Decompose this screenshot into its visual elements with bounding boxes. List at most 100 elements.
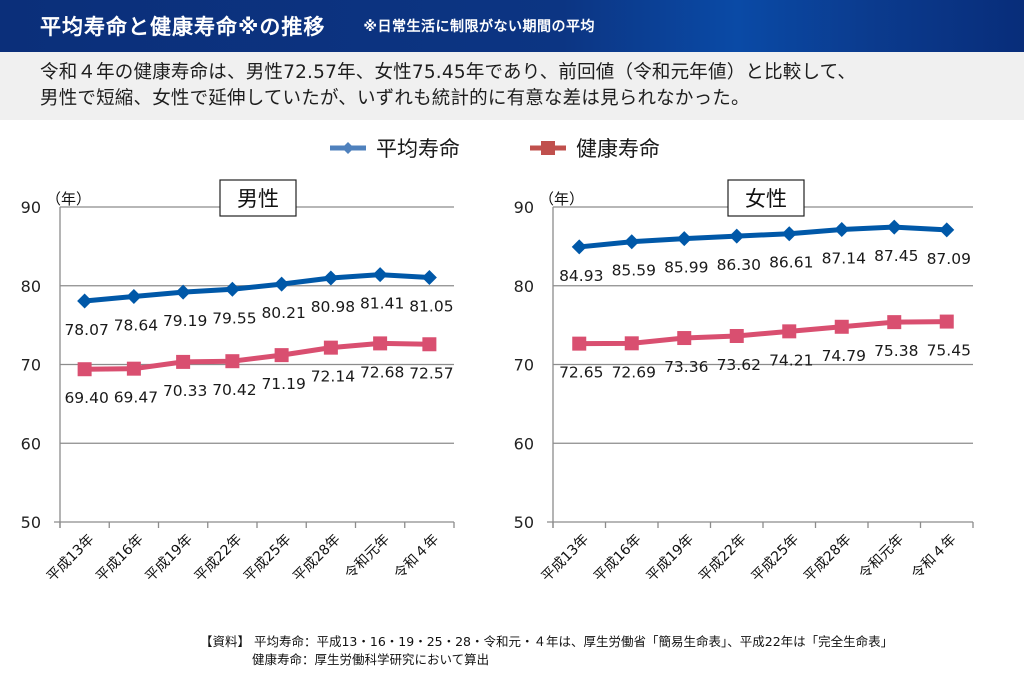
- data-point-diamond: [274, 276, 290, 292]
- series-healthy-life: 69.40 69.47 70.33 70.42 71.19 72.14 72.68 72.57: [64, 336, 454, 407]
- x-tick-label: 令和４年: [391, 532, 442, 583]
- data-point-diamond: [939, 222, 955, 238]
- chart-title-box: 女性: [727, 179, 805, 217]
- x-tick-label: 令和４年: [909, 532, 960, 583]
- x-tick-label: 平成19年: [643, 532, 697, 586]
- data-point-diamond: [175, 284, 191, 300]
- series-line: [84, 272, 430, 304]
- data-point-square: [677, 331, 692, 346]
- y-tick-label: 70: [21, 356, 41, 375]
- data-label: 79.19: [163, 312, 207, 330]
- data-point-square: [373, 336, 388, 351]
- data-label: 86.61: [769, 254, 813, 272]
- legend-item-average-life: 平均寿命: [330, 133, 460, 163]
- data-label: 75.45: [927, 342, 971, 360]
- data-point-diamond: [676, 231, 692, 247]
- data-point-square: [323, 340, 338, 355]
- data-point-diamond: [126, 288, 142, 304]
- data-label: 74.21: [769, 351, 813, 369]
- chart-legend: 平均寿命 健康寿命: [0, 133, 1024, 163]
- x-tick-label: 平成22年: [696, 532, 750, 586]
- page-title: 平均寿命と健康寿命※の推移: [40, 15, 326, 39]
- series-average-life: 84.93 85.59 85.99 86.30 86.61 87.14 87.45 87.09: [559, 219, 971, 285]
- x-tick-label: 令和元年: [856, 532, 907, 583]
- data-label: 72.14: [311, 368, 355, 386]
- chart-title-frame: [219, 179, 297, 217]
- data-point-diamond: [77, 293, 93, 309]
- data-point-square: [887, 315, 902, 330]
- x-tick-label: 平成28年: [801, 532, 855, 586]
- chart-male: 50 60 70 80 90 （年） 平成13年平成16年平成19年平成22年平成25年平成…: [21, 179, 455, 586]
- summary-line-1: 令和４年の健康寿命は、男性72.57年、女性75.45年であり、前回値（令和元年…: [40, 62, 857, 83]
- x-tick-label: 平成28年: [290, 532, 344, 586]
- y-tick-label: 80: [21, 277, 41, 296]
- y-tick-label: 60: [21, 434, 41, 453]
- diamond-line-icon: [330, 142, 366, 154]
- data-label: 80.98: [311, 298, 355, 316]
- data-point-diamond: [886, 219, 902, 235]
- data-label: 75.38: [874, 342, 918, 360]
- x-tick-label: 平成16年: [93, 532, 147, 586]
- data-label: 72.57: [409, 364, 453, 382]
- data-label: 86.30: [717, 256, 761, 274]
- data-label: 78.07: [64, 321, 108, 339]
- data-point-diamond: [781, 226, 797, 242]
- title-footnote: ※日常生活に制限がない期間の平均: [363, 19, 596, 35]
- data-point-diamond: [624, 234, 640, 250]
- data-point-square: [624, 336, 639, 351]
- chart-title-frame: [727, 179, 805, 217]
- y-tick-label: 90: [21, 198, 41, 217]
- series-average-life: 78.07 78.64 79.19 79.55 80.21 80.98 81.41 81.05: [64, 267, 454, 339]
- y-tick-label: 90: [514, 198, 534, 217]
- data-label: 80.21: [261, 304, 305, 322]
- data-label: 87.45: [874, 247, 918, 265]
- y-tick-label: 70: [514, 356, 534, 375]
- data-label: 85.59: [612, 262, 656, 280]
- series-healthy-life: 72.65 72.69 73.36 73.62 74.21 74.79 75.38 75.45: [559, 314, 971, 382]
- y-axis-unit-label: （年）: [46, 190, 91, 208]
- y-tick-label: 50: [514, 513, 534, 532]
- data-label: 79.55: [212, 309, 256, 327]
- data-point-square: [126, 361, 141, 376]
- data-point-diamond: [224, 281, 240, 297]
- data-label: 72.69: [612, 363, 656, 381]
- data-label: 70.42: [212, 381, 256, 399]
- data-label: 87.09: [927, 250, 971, 268]
- x-tick-label: 平成16年: [591, 532, 645, 586]
- data-label: 70.33: [163, 382, 207, 400]
- data-point-diamond: [571, 239, 587, 255]
- data-label: 73.36: [664, 358, 708, 376]
- summary-box: 令和４年の健康寿命は、男性72.57年、女性75.45年であり、前回値（令和元年…: [0, 52, 1024, 120]
- data-point-square: [225, 354, 240, 369]
- series-line: [84, 340, 430, 372]
- data-label: 73.62: [717, 356, 761, 374]
- data-label: 72.65: [559, 364, 603, 382]
- data-point-square: [572, 336, 587, 351]
- chart-title: 男性: [237, 187, 279, 211]
- x-tick-label: 平成22年: [192, 532, 246, 586]
- data-point-diamond: [372, 267, 388, 283]
- data-label: 81.05: [409, 297, 453, 315]
- x-tick-label: 平成25年: [748, 532, 802, 586]
- chart-female: 50 60 70 80 90 （年） 平成13年平成16年平成19年平成22年平成25年平成…: [514, 179, 974, 586]
- x-tick-label: 令和元年: [342, 532, 393, 583]
- series-line: [579, 224, 947, 250]
- data-point-square: [274, 348, 289, 363]
- data-point-diamond: [421, 269, 437, 285]
- header-banner: 平均寿命と健康寿命※の推移 ※日常生活に制限がない期間の平均: [0, 0, 1024, 52]
- source-footnote: 【資料】 平均寿命：平成13・16・19・25・28・令和元・４年は、厚生労働省…: [200, 633, 893, 669]
- footnote-line-2: 健康寿命：厚生労働科学研究において算出: [252, 652, 490, 667]
- data-label: 69.40: [64, 389, 108, 407]
- data-point-square: [422, 337, 437, 352]
- data-point-diamond: [834, 222, 850, 238]
- data-point-square: [176, 354, 191, 369]
- legend-item-healthy-life: 健康寿命: [530, 133, 660, 163]
- summary-line-2: 男性で短縮、女性で延伸していたが、いずれも統計的に有意な差は見られなかった。: [40, 88, 750, 109]
- x-tick-label: 平成19年: [142, 532, 196, 586]
- y-tick-label: 60: [514, 434, 534, 453]
- x-tick-label: 平成25年: [241, 532, 295, 586]
- summary-text: 令和４年の健康寿命は、男性72.57年、女性75.45年であり、前回値（令和元年…: [40, 60, 1010, 112]
- chart-title: 女性: [745, 187, 787, 211]
- data-point-square: [77, 362, 92, 377]
